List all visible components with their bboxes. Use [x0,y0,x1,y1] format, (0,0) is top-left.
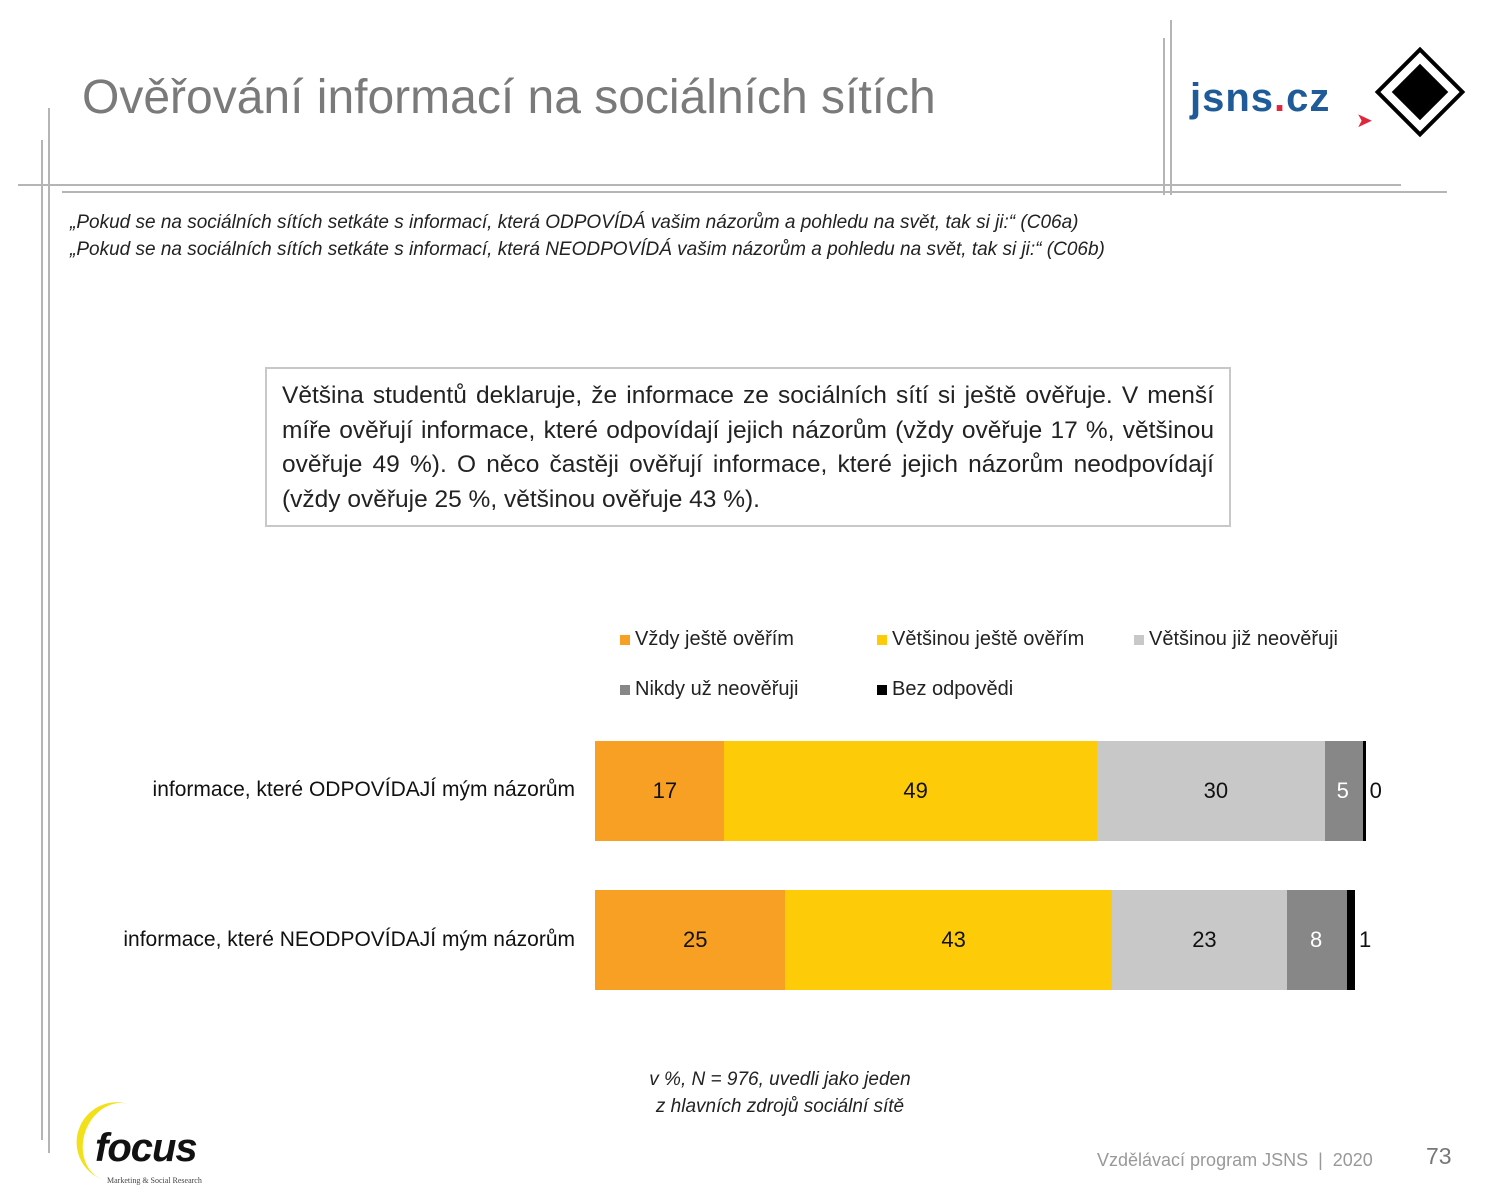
bar-segment [1096,741,1325,841]
bar-segment [595,741,725,841]
legend-item: Bez odpovědi [877,678,1013,701]
focus-logo: focus Marketing & Social Research [65,1090,225,1190]
note-line: z hlavních zdrojů sociální sítě [655,1096,905,1117]
legend-swatch [1134,634,1144,645]
footer-text: Vzdělávací program JSNS | 2020 [1097,1150,1373,1170]
legend-swatch [877,684,887,695]
divider [41,140,43,1140]
legend-label: Nikdy už neověřuji [635,678,799,700]
category-label: informace, které ODPOVÍDAJÍ mým názorům [152,778,575,801]
data-label: 17 [652,778,678,803]
question-a: „Pokud se na sociálních sítích setkáte s… [70,212,1079,233]
legend-item: Vždy ještě ověřím [620,628,794,651]
bar-row: 25 43 23 8 1 [595,890,1371,990]
page-title: Ověřování informací na sociálních sítích [82,71,936,124]
divider [48,108,50,1153]
legend-item: Většinou již neověřuji [1134,628,1338,651]
bar-segment [1111,890,1287,990]
bar-segment [1324,741,1363,841]
legend-label: Bez odpovědi [892,678,1014,700]
data-label: 30 [1203,778,1229,803]
page-number: 73 [1426,1143,1452,1169]
legend-label: Většinou ještě ověřím [892,628,1085,650]
divider [62,191,1447,193]
bar-segment [1362,741,1366,841]
legend-swatch [620,684,630,695]
legend-swatch [620,634,630,645]
legend-item: Nikdy už neověřuji [620,678,798,701]
bar-segment [595,890,785,990]
data-label: 43 [941,927,966,952]
divider [1170,20,1172,195]
bar-row: 17 49 30 5 0 [595,741,1382,841]
bar-segment [1286,890,1348,990]
note-line: v %, N = 976, uvedli jako jeden [649,1069,911,1090]
divider [1163,38,1165,195]
data-label: 25 [683,927,708,952]
clovek-v-tisni-logo [1374,46,1466,138]
bar-segment [724,741,1097,841]
bar-segment [785,890,1112,990]
cursor-icon: ➤ [1356,110,1373,132]
data-label: 8 [1310,927,1323,952]
jsns-logo: jsns.cz [1190,76,1331,120]
legend-label: Vždy ještě ověřím [635,628,794,650]
bar-segment [1347,890,1355,990]
divider [18,184,1401,186]
data-label: 23 [1192,927,1217,952]
data-label: 1 [1359,927,1372,952]
legend-item: Většinou ještě ověřím [877,628,1084,651]
category-label: informace, které NEODPOVÍDAJÍ mým názorů… [123,928,575,951]
legend-label: Většinou již neověřuji [1149,628,1338,650]
data-label: 5 [1336,778,1349,803]
question-b: „Pokud se na sociálních sítích setkáte s… [70,239,1105,260]
data-label: 0 [1369,778,1382,803]
chart-note: v %, N = 976, uvedli jako jeden z hlavní… [560,1066,1000,1120]
data-label: 49 [903,778,928,803]
legend-swatch [877,634,887,645]
summary-box: Většina studentů deklaruje, že informace… [265,367,1231,527]
